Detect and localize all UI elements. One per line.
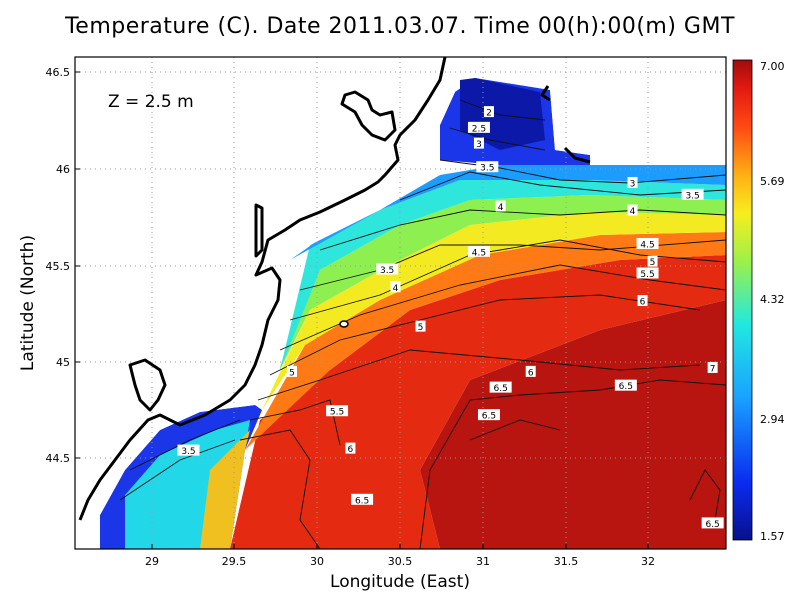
- contour-label: 6.5: [482, 412, 496, 422]
- band-dark-red: [420, 300, 726, 549]
- contour-label-box: [345, 442, 356, 454]
- contour-label: 4: [393, 284, 399, 294]
- x-tick-label: 31.5: [554, 555, 579, 568]
- contour-label: 5.5: [330, 408, 344, 418]
- contour-label: 3.5: [380, 266, 394, 276]
- island-marker: [339, 320, 349, 328]
- contour-label-box: [177, 444, 200, 456]
- contour-label: 3: [630, 179, 636, 189]
- band-sw-green: [200, 430, 250, 549]
- contour-label-box: [636, 237, 659, 249]
- contour-label-box: [390, 281, 401, 293]
- x-tick-label: 30.5: [388, 555, 413, 568]
- contour-label-box: [636, 267, 659, 279]
- contour-label: 3.5: [480, 164, 494, 174]
- contour-label: 3.5: [685, 191, 699, 201]
- contour-label-box: [681, 188, 704, 200]
- contour-label: 2.5: [472, 124, 486, 134]
- land-mask-ne: [550, 57, 726, 165]
- contour-label: 6: [640, 298, 646, 308]
- contour-label: 6.5: [619, 382, 633, 392]
- contour-label-box: [351, 493, 374, 505]
- x-tick-label: 29.5: [222, 555, 247, 568]
- y-tick-label: 45: [56, 356, 70, 369]
- x-axis-label: Longitude (East): [330, 572, 470, 592]
- band-green: [270, 195, 726, 390]
- band-red: [230, 255, 726, 549]
- contour-label: 5: [418, 323, 424, 333]
- contour-label-box: [473, 137, 484, 149]
- contour-label-box: [525, 365, 536, 377]
- colorbar-label: 4.32: [760, 293, 785, 306]
- x-tick-label: 30: [310, 555, 324, 568]
- x-tick-label: 31: [476, 555, 490, 568]
- contour-label-box: [415, 320, 426, 332]
- colorbar-gradient: [732, 59, 753, 541]
- y-tick-label: 46.5: [46, 66, 71, 79]
- colorbar-label: 1.57: [760, 530, 785, 543]
- contour-label: 3: [476, 140, 482, 150]
- contour-label: 4.5: [640, 240, 654, 250]
- contour-label: 6: [528, 368, 534, 378]
- band-orange: [245, 232, 726, 450]
- contour-label: 4: [630, 207, 636, 217]
- y-tick-label: 45.5: [46, 260, 71, 273]
- colorbar-label: 7.00: [760, 60, 785, 73]
- contour-label: 7: [710, 364, 716, 374]
- contour-label-box: [701, 517, 724, 529]
- contour-label-box: [637, 295, 648, 307]
- y-tick-label: 46: [56, 163, 70, 176]
- map-title: Temperature (C). Date 2011.03.07. Time 0…: [65, 14, 735, 39]
- contour-label-box: [614, 379, 637, 391]
- contour-label: 4.5: [472, 248, 486, 258]
- contour-label-box: [376, 263, 399, 275]
- contour-label: 5.5: [640, 270, 654, 280]
- colorbar-label: 2.94: [760, 413, 785, 426]
- contour-label: 5: [650, 258, 656, 268]
- contour-label: 6.5: [493, 384, 507, 394]
- contour-label: 6.5: [705, 520, 719, 530]
- contour-label-box: [483, 106, 494, 118]
- contour-label: 3.5: [181, 447, 195, 457]
- depth-annotation: Z = 2.5 m: [108, 92, 194, 112]
- band-yellow: [262, 212, 726, 410]
- contour-label-box: [467, 121, 490, 133]
- contour-labels: 22.5 3 3.5 3 3.5 4 4 4.5 4.5 5 5.5 6 3.5 4 5 5 6 7 6.5 6.5 6…: [177, 106, 724, 530]
- y-axis: 46.5 46 45.5 45 44.5: [46, 66, 80, 465]
- x-tick-label: 32: [641, 555, 655, 568]
- contour-label-box: [287, 365, 297, 377]
- x-axis: 29 29.5 30 30.5 31 31.5 32: [145, 544, 655, 568]
- contour-label-box: [627, 204, 638, 216]
- grid: [75, 57, 726, 549]
- contour-label-box: [326, 405, 349, 417]
- contour-label-box: [627, 176, 638, 188]
- contour-label-box: [707, 361, 718, 373]
- contour-label-box: [476, 161, 499, 173]
- coastline: [78, 56, 591, 521]
- contour-label-box: [477, 409, 500, 421]
- contour-label: 6.5: [355, 496, 369, 506]
- contour-label-box: [489, 381, 512, 393]
- y-tick-label: 44.5: [46, 452, 71, 465]
- colorbar: 7.00 5.69 4.32 2.94 1.57: [732, 59, 785, 543]
- y-axis-label: Latitude (North): [18, 235, 38, 371]
- contour-label: 4: [498, 203, 504, 213]
- contour-label-box: [495, 200, 506, 212]
- contour-label: 5: [289, 368, 295, 378]
- contour-label-box: [467, 245, 490, 257]
- contour-label: 2: [486, 109, 492, 119]
- land-mask: [75, 57, 460, 549]
- colorbar-label: 5.69: [760, 175, 785, 188]
- contour-label: 6: [348, 445, 354, 455]
- contour-label-box: [647, 255, 658, 267]
- x-tick-label: 29: [145, 555, 159, 568]
